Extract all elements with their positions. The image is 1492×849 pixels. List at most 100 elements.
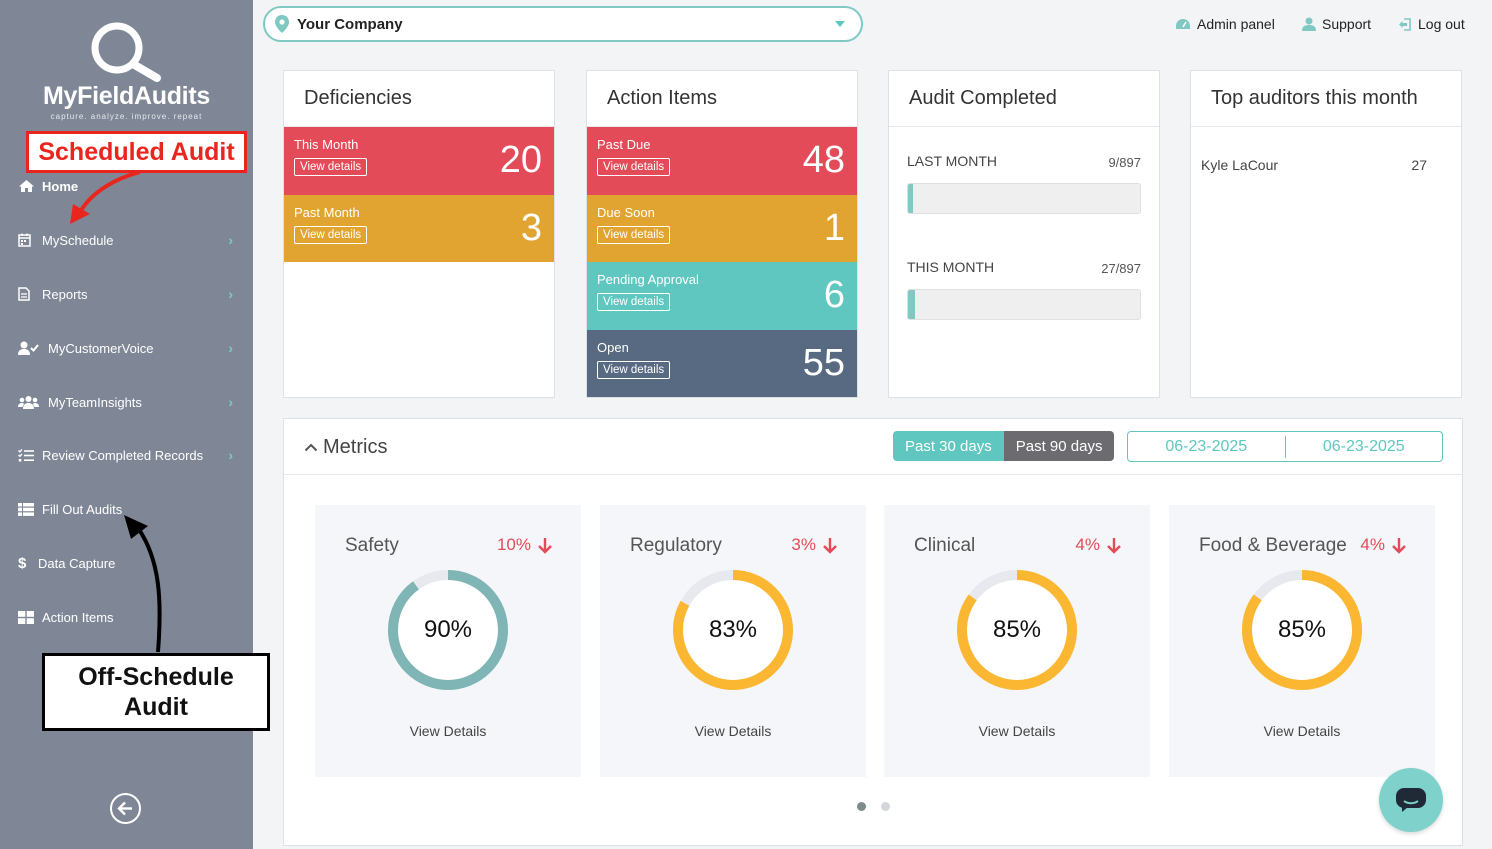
calendar-icon — [18, 233, 38, 247]
donut-chart — [673, 570, 793, 690]
view-details-link[interactable]: View Details — [1263, 723, 1341, 739]
tile-label: Due Soon — [597, 204, 655, 220]
grid-icon — [18, 610, 38, 624]
dollar-icon: $ — [18, 554, 27, 572]
metric-name: Food & Beverage — [1199, 535, 1347, 556]
arrow-left-icon — [117, 801, 132, 816]
logout-icon — [1398, 17, 1412, 31]
tile-value: 48 — [802, 139, 845, 181]
arrow-down-icon — [823, 537, 837, 554]
progress-bar — [907, 289, 1141, 320]
chevron-up-icon — [304, 443, 318, 452]
donut-arc — [673, 570, 793, 690]
range-toggle: Past 30 days Past 90 days — [893, 431, 1115, 461]
metric-card-clinical: Clinical 4% 85% View Details — [884, 505, 1150, 777]
view-details-link[interactable]: View Details — [978, 723, 1056, 739]
metric-change: 4% — [1075, 535, 1122, 555]
support-link[interactable]: Support — [1302, 14, 1371, 34]
past-30-days-button[interactable]: Past 30 days — [893, 431, 1004, 461]
auditor-name: Kyle LaCour — [1201, 157, 1279, 173]
metrics-panel: Metrics Past 30 days Past 90 days 06-23-… — [283, 418, 1463, 846]
metric-name: Safety — [345, 535, 399, 556]
annotation-line: Off-Schedule — [78, 663, 234, 691]
sidebar-item-label: Reports — [42, 286, 88, 302]
donut-chart — [957, 570, 1077, 690]
chat-button[interactable] — [1379, 768, 1443, 832]
view-details-button[interactable]: View details — [597, 158, 671, 176]
collapse-sidebar-button[interactable] — [110, 793, 141, 824]
chevron-right-icon: › — [228, 340, 233, 356]
chat-icon — [1396, 788, 1426, 812]
date-from[interactable]: 06-23-2025 — [1165, 437, 1248, 455]
arrow-down-icon — [1107, 537, 1121, 554]
location-pin-icon — [275, 15, 289, 33]
view-details-button[interactable]: View details — [597, 293, 671, 311]
last-month-row: LAST MONTH 9/897 — [889, 127, 1159, 235]
view-details-button[interactable]: View details — [597, 225, 671, 244]
this-month-row: THIS MONTH 27/897 — [889, 235, 1159, 343]
metric-value: 83% — [708, 616, 758, 643]
sidebar-item-label: Data Capture — [38, 555, 116, 571]
metric-change: 3% — [791, 535, 838, 555]
admin-panel-link[interactable]: Admin panel — [1175, 14, 1275, 34]
chevron-down-icon — [835, 21, 845, 27]
progress-bar — [907, 183, 1141, 214]
user-check-icon — [18, 341, 44, 355]
sidebar-item-home[interactable]: Home — [18, 172, 233, 200]
metric-value: 90% — [423, 616, 473, 643]
sidebar-item-data-capture[interactable]: $ Data Capture — [18, 549, 233, 577]
metric-change-value: 10% — [496, 535, 531, 554]
admin-panel-label: Admin panel — [1197, 16, 1275, 32]
pending-approval-tile: Pending Approval View details 6 — [587, 262, 857, 330]
metrics-header: Metrics Past 30 days Past 90 days 06-23-… — [284, 419, 1462, 475]
metric-card-regulatory: Regulatory 3% 83% View Details — [600, 505, 866, 777]
this-month-tile: This Month View details 20 — [284, 127, 554, 195]
sidebar-item-myteaminsights[interactable]: MyTeamInsights › — [18, 388, 233, 416]
sidebar-item-label: Review Completed Records — [42, 447, 204, 463]
auditor-count: 27 — [1411, 157, 1427, 173]
metric-change: 4% — [1360, 535, 1407, 555]
carousel-dot[interactable] — [881, 802, 890, 811]
sidebar-item-review-completed-records[interactable]: Review Completed Records › — [18, 441, 233, 469]
donut-arc — [957, 570, 1077, 690]
view-details-link[interactable]: View Details — [409, 723, 487, 739]
company-name: Your Company — [297, 15, 403, 33]
sidebar-item-label: MySchedule — [42, 232, 114, 248]
progress-fill — [908, 290, 915, 319]
metric-card-food-beverage: Food & Beverage 4% 85% View Details — [1169, 505, 1435, 777]
view-details-link[interactable]: View Details — [694, 723, 772, 739]
logout-link[interactable]: Log out — [1398, 14, 1465, 34]
donut-chart — [388, 570, 508, 690]
donut-arc — [1242, 570, 1362, 690]
tile-label: Past Month — [294, 204, 360, 220]
action-items-card: Action Items Past Due View details 48 Du… — [586, 70, 858, 398]
sidebar-item-action-items[interactable]: Action Items — [18, 603, 233, 631]
chevron-right-icon: › — [228, 232, 233, 248]
tile-value: 3 — [520, 206, 542, 249]
card-title: Deficiencies — [284, 71, 554, 127]
date-to[interactable]: 06-23-2025 — [1322, 437, 1405, 455]
carousel-dot[interactable] — [857, 802, 866, 811]
document-icon — [18, 287, 38, 301]
chevron-right-icon: › — [228, 394, 233, 410]
metric-value: 85% — [1277, 616, 1327, 643]
view-details-button[interactable]: View details — [294, 225, 368, 244]
tile-value: 55 — [802, 341, 845, 384]
logo[interactable]: MyFieldAudits capture. analyze. improve.… — [0, 20, 253, 121]
metrics-title: Metrics — [323, 436, 388, 458]
support-label: Support — [1322, 16, 1372, 32]
view-details-button[interactable]: View details — [294, 158, 368, 176]
metrics-toggle[interactable]: Metrics — [304, 436, 387, 459]
card-title: Audit Completed — [889, 71, 1159, 127]
scheduled-audit-annotation: Scheduled Audit — [26, 131, 247, 173]
dashboard-icon — [1175, 18, 1191, 30]
past-90-days-button[interactable]: Past 90 days — [1003, 431, 1115, 461]
metric-card-safety: Safety 10% 90% View Details — [315, 505, 581, 777]
metric-change-value: 3% — [791, 535, 816, 554]
view-details-button[interactable]: View details — [597, 360, 671, 379]
sidebar-item-mycustomervoice[interactable]: MyCustomerVoice › — [18, 334, 233, 362]
company-select[interactable]: Your Company — [263, 6, 863, 42]
sidebar-item-reports[interactable]: Reports › — [18, 280, 233, 308]
sidebar-item-myschedule[interactable]: MySchedule › — [18, 226, 233, 254]
sidebar-item-fill-out-audits[interactable]: Fill Out Audits — [18, 495, 233, 523]
